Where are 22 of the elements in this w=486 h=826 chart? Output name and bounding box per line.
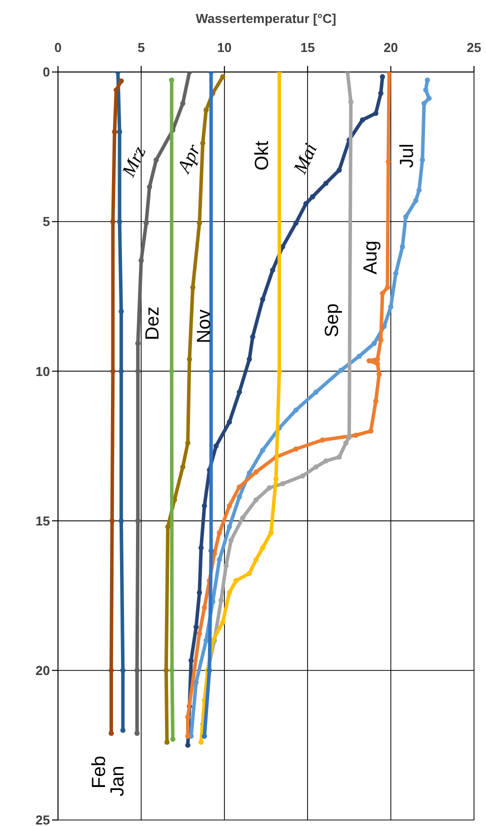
x-tick-label: 25: [466, 40, 482, 55]
y-tick-label: 10: [36, 364, 50, 379]
text: Sep: [322, 303, 344, 338]
text: Okt: [252, 140, 274, 171]
x-tick-label: 15: [300, 40, 315, 55]
x-tick-label: 5: [138, 40, 145, 55]
text: Aug: [360, 240, 382, 274]
x-tick-label: 0: [54, 40, 62, 55]
y-tick-label: 20: [36, 663, 50, 678]
text: Jul: [396, 144, 418, 168]
x-tick-label: 10: [217, 40, 232, 55]
y-tick-label: 15: [36, 513, 50, 528]
text: Apr: [173, 140, 206, 178]
text: Dez: [142, 306, 164, 340]
y-tick-label: 0: [42, 64, 50, 80]
text: Mrz: [118, 142, 151, 181]
x-axis-title: Wassertemperatur [°C]: [196, 11, 336, 26]
text: Nov: [194, 308, 215, 344]
x-tick-label: 20: [384, 40, 398, 55]
y-tick-label: 5: [42, 214, 50, 230]
text: Mai: [290, 140, 322, 178]
y-tick-label: 25: [36, 812, 50, 826]
